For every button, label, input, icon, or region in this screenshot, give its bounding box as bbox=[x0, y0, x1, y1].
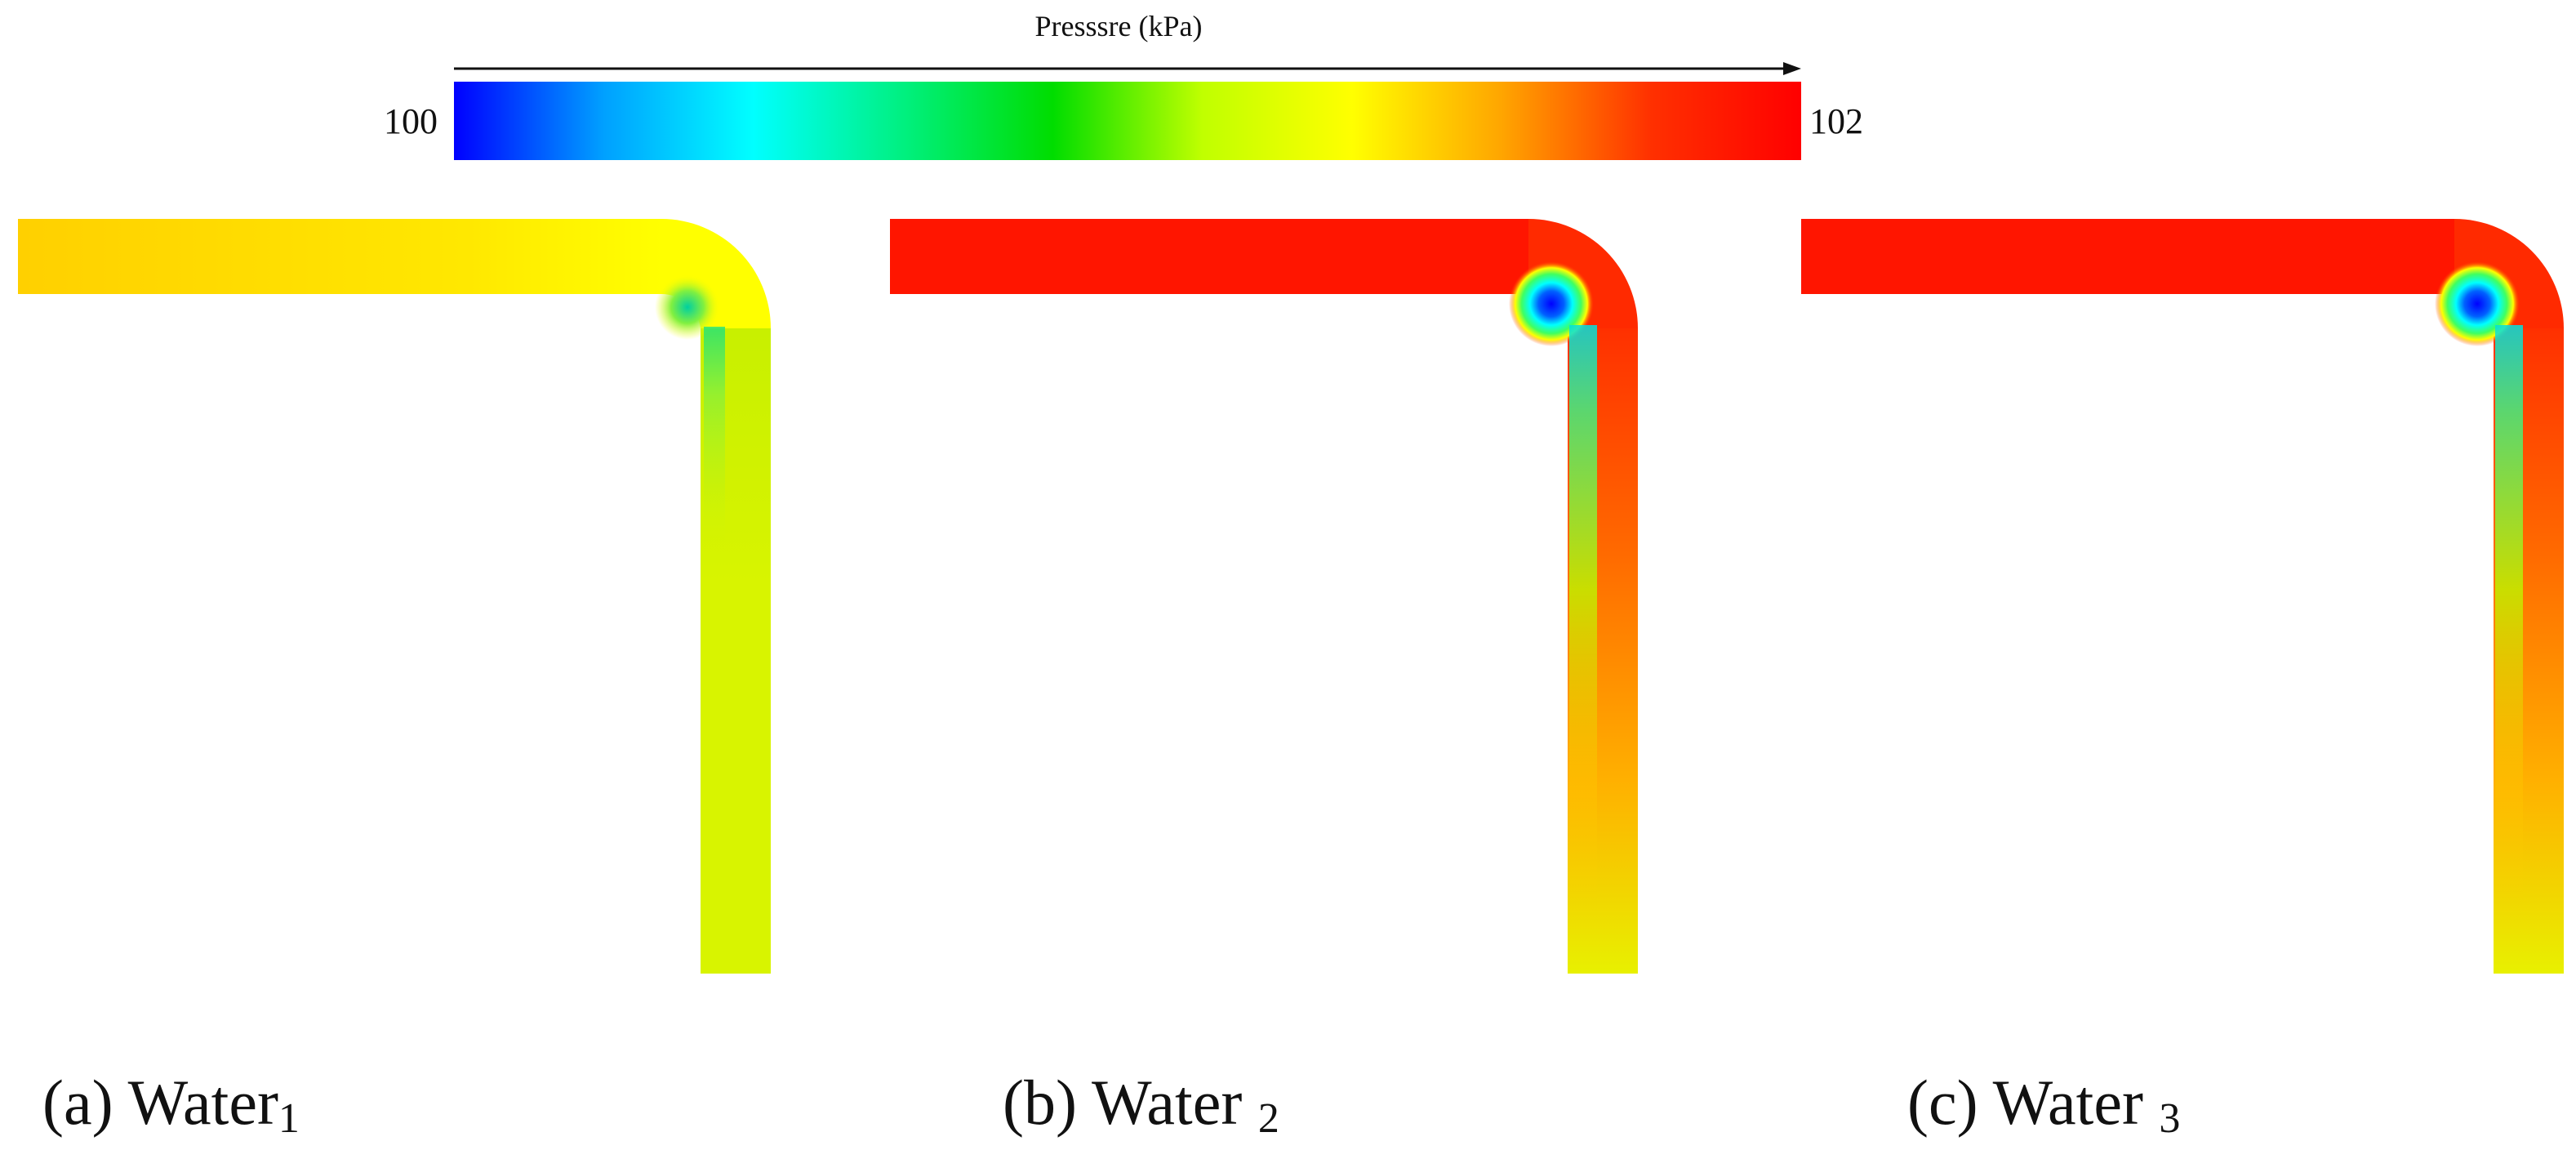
panel-b-wake bbox=[1569, 325, 1597, 913]
colorbar-max-label: 102 bbox=[1809, 101, 1863, 141]
panel-c-caption-sub: 3 bbox=[2159, 1095, 2180, 1142]
colorbar-title: Presssre (kPa) bbox=[1035, 10, 1203, 42]
panel-c: (c) Water 3 bbox=[1801, 219, 2564, 1142]
colorbar-min-label: 100 bbox=[384, 101, 438, 141]
colorbar-gradient bbox=[454, 82, 1801, 160]
colorbar-arrow-head bbox=[1783, 62, 1801, 75]
panel-a-low-pressure-zone bbox=[655, 274, 720, 340]
panel-a-caption-main: (a) Water bbox=[42, 1067, 278, 1138]
panel-a-caption-sub: 1 bbox=[278, 1095, 300, 1142]
panel-b-caption-main: (b) Water bbox=[1003, 1067, 1258, 1138]
panel-c-caption: (c) Water 3 bbox=[1907, 1067, 2180, 1142]
panel-b-inlet bbox=[890, 219, 1528, 294]
panel-c-caption-main: (c) Water bbox=[1907, 1067, 2159, 1138]
panel-a-inlet bbox=[18, 219, 661, 294]
panel-c-inlet bbox=[1801, 219, 2454, 294]
panel-b-caption-sub: 2 bbox=[1258, 1095, 1279, 1142]
panel-a: (a) Water1 bbox=[18, 219, 771, 1142]
panel-a-wake bbox=[704, 327, 725, 555]
panel-a-caption: (a) Water1 bbox=[42, 1067, 300, 1142]
panel-b: (b) Water 2 bbox=[890, 219, 1638, 1142]
colorbar: Presssre (kPa) 100 102 bbox=[384, 10, 1863, 160]
panel-b-caption: (b) Water 2 bbox=[1003, 1067, 1279, 1142]
panel-c-wake bbox=[2495, 325, 2523, 913]
